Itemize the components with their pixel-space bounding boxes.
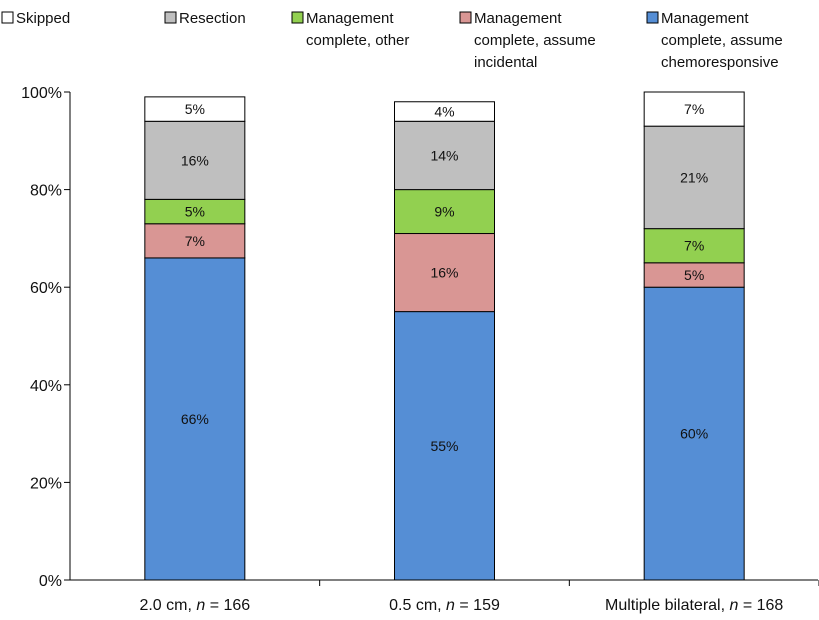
data-label: 21% xyxy=(680,169,708,185)
data-label: 5% xyxy=(185,101,205,117)
y-tick-label: 60% xyxy=(30,280,62,297)
bar-segment xyxy=(394,233,495,313)
legend-swatch xyxy=(459,11,472,24)
y-tick-label: 40% xyxy=(30,378,62,395)
data-label: 5% xyxy=(684,267,704,283)
category-label: Multiple bilateral, n = 168 xyxy=(605,597,783,614)
bar-segment xyxy=(643,125,745,230)
data-label: 7% xyxy=(684,101,704,117)
bar-segment xyxy=(643,286,745,581)
bar-segment xyxy=(643,91,745,127)
legend-item: Resection xyxy=(164,10,246,27)
data-label: 4% xyxy=(434,104,454,120)
legend-label: Management complete, assume incidental xyxy=(474,10,596,71)
legend-label: Skipped xyxy=(16,10,70,27)
bars: 66% 7% 5% 16% 5% 55% 16% 9% 14% 4% 60% 5% 7% 21% 7% xyxy=(144,91,745,581)
legend-swatch xyxy=(164,11,177,24)
bar-segment xyxy=(144,257,246,581)
legend-label: Resection xyxy=(179,10,246,27)
bar-segment xyxy=(394,311,495,581)
category-label: 0.5 cm, n = 159 xyxy=(389,597,500,614)
bar-segment xyxy=(144,223,246,259)
bar-segment xyxy=(144,198,246,225)
legend-label: Management complete, assume chemoresponsiv… xyxy=(661,10,783,71)
y-tick-label: 0% xyxy=(39,573,62,590)
data-label: 60% xyxy=(680,426,708,442)
legend-label: Management complete, other xyxy=(306,10,409,49)
legend: Skipped Resection Management complete, othe… xyxy=(1,10,783,71)
data-label: 9% xyxy=(434,204,454,220)
bar-segment xyxy=(394,101,495,122)
data-label: 7% xyxy=(684,238,704,254)
legend-item: Management complete, other xyxy=(291,10,409,49)
category-labels: 2.0 cm, n = 166 0.5 cm, n = 159 Multiple b… xyxy=(139,597,783,614)
data-label: 16% xyxy=(430,265,458,281)
y-tick-label: 20% xyxy=(30,475,62,492)
data-label: 55% xyxy=(430,438,458,454)
legend-item: Skipped xyxy=(1,10,70,27)
bar-segment xyxy=(144,96,246,122)
data-label: 66% xyxy=(181,411,209,427)
legend-swatch xyxy=(646,11,659,24)
legend-swatch xyxy=(291,11,304,24)
bar-segment xyxy=(394,120,495,191)
bar-segment xyxy=(144,120,246,200)
legend-item: Management complete, assume incidental xyxy=(459,10,596,71)
y-tick-label: 80% xyxy=(30,183,62,200)
bar-segment xyxy=(394,189,495,235)
legend-swatch xyxy=(1,11,14,24)
data-label: 14% xyxy=(430,147,458,163)
y-tick-label: 100% xyxy=(21,85,62,102)
data-label: 16% xyxy=(181,152,209,168)
category-label: 2.0 cm, n = 166 xyxy=(139,597,250,614)
data-label: 7% xyxy=(185,233,205,249)
data-label: 5% xyxy=(185,204,205,220)
legend-item: Management complete, assume chemoresponsiv… xyxy=(646,10,783,71)
